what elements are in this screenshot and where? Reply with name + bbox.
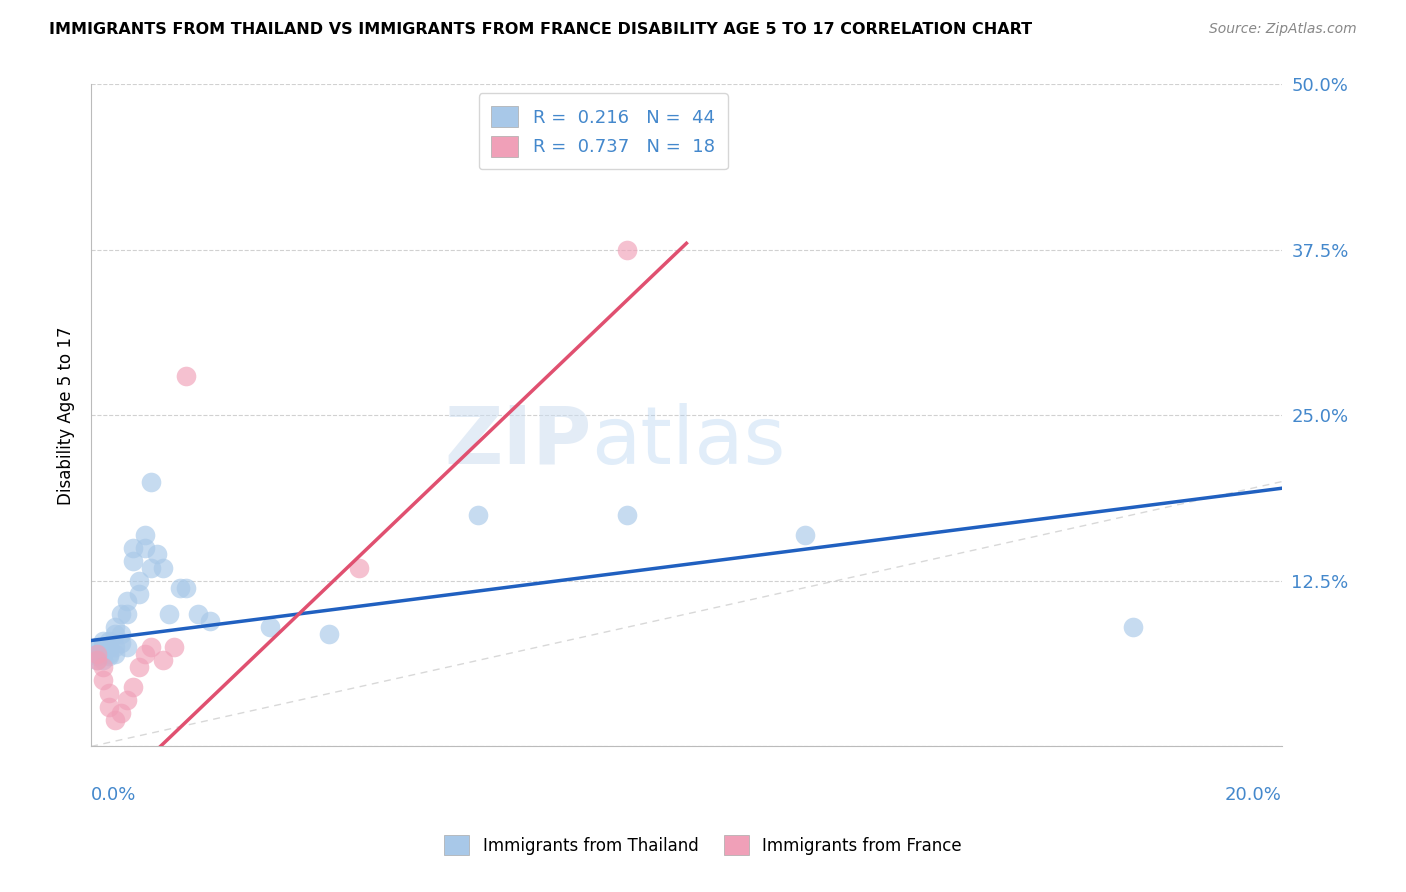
Point — [86, 653, 108, 667]
Point — [98, 699, 121, 714]
Point — [104, 627, 127, 641]
Point — [616, 243, 638, 257]
Point — [157, 607, 180, 621]
Point — [86, 644, 108, 658]
Point — [145, 548, 167, 562]
Point — [98, 647, 121, 661]
Point — [98, 686, 121, 700]
Point — [91, 660, 114, 674]
Y-axis label: Disability Age 5 to 17: Disability Age 5 to 17 — [58, 326, 75, 505]
Point — [169, 581, 191, 595]
Point — [616, 508, 638, 522]
Point — [91, 673, 114, 688]
Point — [91, 647, 114, 661]
Point — [139, 560, 162, 574]
Text: ZIP: ZIP — [444, 403, 591, 481]
Point — [86, 640, 108, 654]
Point — [176, 581, 198, 595]
Point — [121, 541, 143, 555]
Point — [139, 640, 162, 654]
Point — [91, 653, 114, 667]
Point — [115, 640, 138, 654]
Point — [200, 614, 222, 628]
Point — [318, 627, 340, 641]
Point — [115, 607, 138, 621]
Point — [134, 647, 156, 661]
Point — [176, 368, 198, 383]
Point — [86, 647, 108, 661]
Point — [467, 508, 489, 522]
Point — [121, 680, 143, 694]
Point — [110, 627, 132, 641]
Point — [187, 607, 209, 621]
Legend: Immigrants from Thailand, Immigrants from France: Immigrants from Thailand, Immigrants fro… — [437, 829, 969, 862]
Point — [152, 560, 174, 574]
Point — [104, 640, 127, 654]
Point — [128, 587, 150, 601]
Text: atlas: atlas — [591, 403, 786, 481]
Point — [110, 607, 132, 621]
Point — [91, 640, 114, 654]
Point — [104, 713, 127, 727]
Point — [128, 660, 150, 674]
Point — [139, 475, 162, 489]
Point — [134, 527, 156, 541]
Point — [259, 620, 281, 634]
Point — [110, 636, 132, 650]
Point — [110, 706, 132, 721]
Point — [104, 647, 127, 661]
Text: Source: ZipAtlas.com: Source: ZipAtlas.com — [1209, 22, 1357, 37]
Point — [86, 653, 108, 667]
Point — [115, 594, 138, 608]
Text: IMMIGRANTS FROM THAILAND VS IMMIGRANTS FROM FRANCE DISABILITY AGE 5 TO 17 CORREL: IMMIGRANTS FROM THAILAND VS IMMIGRANTS F… — [49, 22, 1032, 37]
Point — [91, 633, 114, 648]
Point — [121, 554, 143, 568]
Point — [98, 649, 121, 664]
Point — [134, 541, 156, 555]
Point — [1122, 620, 1144, 634]
Point — [115, 693, 138, 707]
Point — [98, 633, 121, 648]
Text: 0.0%: 0.0% — [91, 786, 136, 805]
Point — [86, 647, 108, 661]
Point — [152, 653, 174, 667]
Point — [794, 527, 817, 541]
Point — [104, 620, 127, 634]
Point — [128, 574, 150, 588]
Point — [163, 640, 186, 654]
Legend: R =  0.216   N =  44, R =  0.737   N =  18: R = 0.216 N = 44, R = 0.737 N = 18 — [478, 94, 727, 169]
Point — [86, 649, 108, 664]
Point — [98, 640, 121, 654]
Text: 20.0%: 20.0% — [1225, 786, 1282, 805]
Point — [347, 560, 370, 574]
